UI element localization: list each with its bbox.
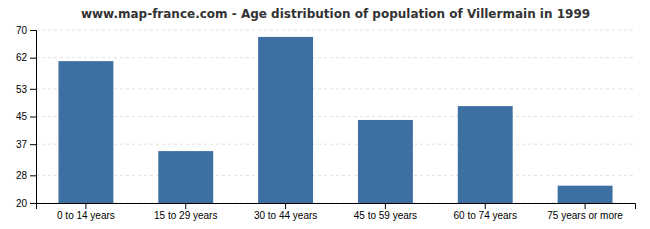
y-tick: 28 <box>16 170 36 181</box>
y-tick-mark <box>30 144 36 145</box>
x-tick-mark <box>285 203 286 209</box>
y-tick: 70 <box>16 25 36 36</box>
y-axis-line <box>30 31 37 204</box>
grid <box>36 30 635 203</box>
bar <box>58 61 113 203</box>
x-tick: 75 years or more <box>547 203 623 221</box>
y-tick-label: 37 <box>16 139 28 150</box>
x-tick: 30 to 44 years <box>254 203 317 221</box>
bar <box>258 37 313 203</box>
y-tick-label: 20 <box>16 198 28 209</box>
y-tick: 45 <box>16 111 36 122</box>
chart: 20 28 37 45 53 62 70 0 to 14 years 15 to 29 year… <box>0 0 650 229</box>
y-axis: 20 28 37 45 53 62 70 <box>16 25 37 209</box>
x-tick-mark <box>585 203 586 209</box>
x-tick-label: 60 to 74 years <box>454 210 517 221</box>
x-tick-label: 0 to 14 years <box>57 210 115 221</box>
grid-line <box>36 30 635 31</box>
y-tick: 53 <box>16 84 36 95</box>
grid-line <box>36 144 635 145</box>
y-tick-mark <box>30 175 36 176</box>
x-tick: 45 to 59 years <box>354 203 417 221</box>
y-tick-mark <box>30 117 36 118</box>
y-tick: 37 <box>16 139 36 150</box>
grid-line <box>36 88 635 89</box>
x-tick-mark <box>185 203 186 209</box>
grid-line <box>36 175 635 176</box>
y-tick: 20 <box>16 198 36 209</box>
x-axis: 0 to 14 years 15 to 29 years 30 to 44 year… <box>37 203 636 221</box>
x-tick-mark <box>385 203 386 209</box>
plot-area: 20 28 37 45 53 62 70 0 to 14 years 15 to 29 year… <box>16 25 636 229</box>
x-tick: 60 to 74 years <box>454 203 517 221</box>
y-tick-label: 28 <box>16 170 28 181</box>
x-tick-label: 75 years or more <box>547 210 623 221</box>
x-tick-mark <box>485 203 486 209</box>
bar <box>458 106 513 203</box>
grid-line <box>36 116 635 117</box>
x-tick-mark <box>85 203 86 209</box>
y-tick-mark <box>30 30 36 31</box>
x-tick: 0 to 14 years <box>57 203 115 221</box>
y-tick: 62 <box>16 52 36 63</box>
y-tick-mark <box>30 58 36 59</box>
y-tick-label: 45 <box>16 111 28 122</box>
bars <box>58 37 612 203</box>
y-tick-label: 53 <box>16 84 28 95</box>
x-tick-label: 15 to 29 years <box>154 210 217 221</box>
grid-line <box>36 57 635 58</box>
x-axis-line <box>37 204 636 210</box>
bar <box>558 186 613 203</box>
bar <box>158 151 213 203</box>
y-tick-mark <box>30 203 36 204</box>
x-tick-label: 30 to 44 years <box>254 210 317 221</box>
y-tick-label: 62 <box>16 52 28 63</box>
x-tick-label: 45 to 59 years <box>354 210 417 221</box>
y-tick-mark <box>30 89 36 90</box>
x-tick: 15 to 29 years <box>154 203 217 221</box>
bar <box>358 120 413 203</box>
y-tick-label: 70 <box>16 25 28 36</box>
title: www.map-france.com - Age distribution of… <box>81 7 590 21</box>
